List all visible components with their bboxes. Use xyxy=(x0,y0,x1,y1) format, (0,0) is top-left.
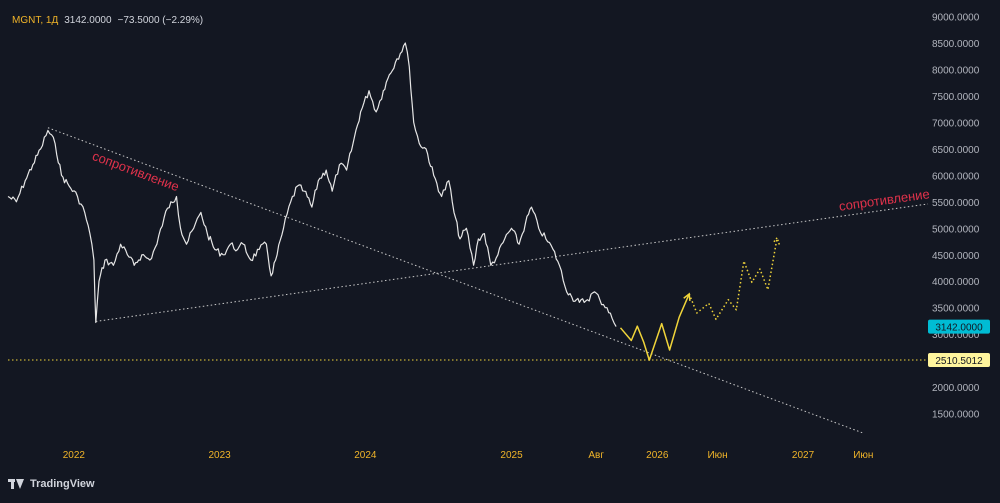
y-tick-label: 7500.0000 xyxy=(932,92,980,103)
tradingview-logo-icon xyxy=(8,479,24,489)
last-price: 3142.0000 xyxy=(64,15,112,26)
y-tick-label: 4000.0000 xyxy=(932,277,980,288)
price-change: −73.5000 (−2.29%) xyxy=(117,15,204,26)
x-tick-label: Июн xyxy=(707,450,727,461)
tradingview-brand[interactable]: TradingView xyxy=(8,478,95,490)
price-line xyxy=(7,42,617,327)
x-tick-label: 2027 xyxy=(792,450,815,461)
x-tick-label: 2023 xyxy=(209,450,232,461)
support-level-badge: 2510.5012 xyxy=(928,353,990,368)
y-tick-label: 8000.0000 xyxy=(932,66,980,77)
x-tick-label: 2025 xyxy=(500,450,523,461)
x-tick-label: 2022 xyxy=(63,450,86,461)
svg-text:3142.0000: 3142.0000 xyxy=(935,323,983,334)
y-tick-label: 6500.0000 xyxy=(932,145,980,156)
y-tick-label: 7000.0000 xyxy=(932,118,980,129)
trendline-resistance-up xyxy=(95,203,929,322)
forecast-path-solid xyxy=(619,293,690,361)
current-price-badge: 3142.0000 xyxy=(928,319,990,334)
y-tick-label: 9000.0000 xyxy=(932,13,980,24)
y-tick-label: 4500.0000 xyxy=(932,251,980,262)
resistance-annotation: сопротивление xyxy=(90,148,181,194)
trendline-resistance-down xyxy=(47,127,864,434)
y-tick-label: 3500.0000 xyxy=(932,304,980,315)
y-tick-label: 1500.0000 xyxy=(932,410,980,421)
x-tick-label: Июн xyxy=(853,450,873,461)
symbol-header: MGNT, 1Д 3142.0000 −73.5000 (−2.29%) xyxy=(12,15,203,26)
brand-name: TradingView xyxy=(30,478,95,490)
x-tick-label: Авг xyxy=(588,450,604,461)
forecast-path-dotted xyxy=(688,237,778,321)
y-tick-label: 2000.0000 xyxy=(932,383,980,394)
svg-text:2510.5012: 2510.5012 xyxy=(935,356,983,367)
forecast-arrow-icon xyxy=(772,236,781,245)
x-tick-label: 2024 xyxy=(354,450,377,461)
y-tick-label: 8500.0000 xyxy=(932,39,980,50)
y-tick-label: 6000.0000 xyxy=(932,171,980,182)
y-tick-label: 3000.0000 xyxy=(932,330,980,341)
y-tick-label: 5500.0000 xyxy=(932,198,980,209)
y-tick-label: 5000.0000 xyxy=(932,224,980,235)
x-tick-label: 2026 xyxy=(646,450,669,461)
symbol-label[interactable]: MGNT, 1Д xyxy=(12,15,59,26)
forecast-arrow-icon xyxy=(683,292,691,301)
